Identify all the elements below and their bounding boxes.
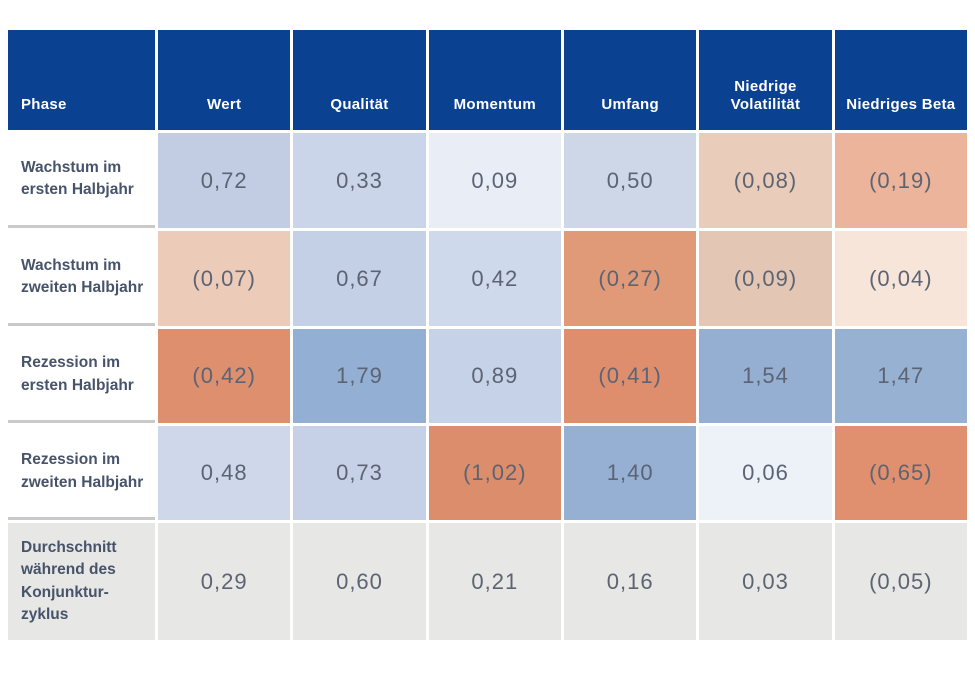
heatmap-cell: (0,07) [158,231,291,326]
heatmap-cell: 0,06 [699,426,832,520]
heatmap-cell: 0,60 [293,523,426,640]
row-label: Wachstum im zweiten Halbjahr [8,231,155,326]
heatmap-cell: (1,02) [428,426,561,520]
heatmap-cell: 0,67 [293,231,426,326]
heatmap-cell: (0,27) [563,231,697,326]
heatmap-cell: 0,73 [293,426,426,520]
heatmap-cell: 1,79 [293,329,426,423]
heatmap-cell: (0,19) [834,133,967,228]
column-header-phase: Phase [8,30,155,130]
heatmap-cell: 0,89 [428,329,561,423]
heatmap-cell: 1,47 [834,329,967,423]
column-header-niedriges-beta: Niedriges Beta [834,30,967,130]
heatmap-cell: 0,03 [699,523,832,640]
heatmap-cell: (0,09) [699,231,832,326]
heatmap-cell: 0,72 [158,133,291,228]
row-label: Durchschnitt während des Konjunktur-zykl… [8,523,155,640]
factor-performance-heatmap-table: Phase Wert Qualität Momentum Umfang Nied… [8,30,967,640]
column-header-umfang: Umfang [563,30,697,130]
heatmap-cell: 0,50 [563,133,697,228]
heatmap-cell: 0,09 [428,133,561,228]
row-label: Rezession im zweiten Halbjahr [8,426,155,520]
heatmap-cell: (0,42) [158,329,291,423]
heatmap-cell: 1,54 [699,329,832,423]
heatmap-cell: 0,29 [158,523,291,640]
column-header-momentum: Momentum [428,30,561,130]
heatmap-cell: 0,48 [158,426,291,520]
heatmap-cell: (0,04) [834,231,967,326]
heatmap-cell: (0,41) [563,329,697,423]
row-label: Wachstum im ersten Halbjahr [8,133,155,228]
heatmap-cell: (0,65) [834,426,967,520]
heatmap-cell: 0,21 [428,523,561,640]
heatmap-cell: 0,42 [428,231,561,326]
heatmap-cell: (0,08) [699,133,832,228]
heatmap-cell: 0,33 [293,133,426,228]
column-header-qualitaet: Qualität [293,30,426,130]
row-label: Rezession im ersten Halbjahr [8,329,155,423]
heatmap-cell: 0,16 [563,523,697,640]
column-header-niedrige-volatilitaet: Niedrige Volatilität [699,30,832,130]
heatmap-cell: (0,05) [834,523,967,640]
heatmap-cell: 1,40 [563,426,697,520]
column-header-wert: Wert [158,30,291,130]
